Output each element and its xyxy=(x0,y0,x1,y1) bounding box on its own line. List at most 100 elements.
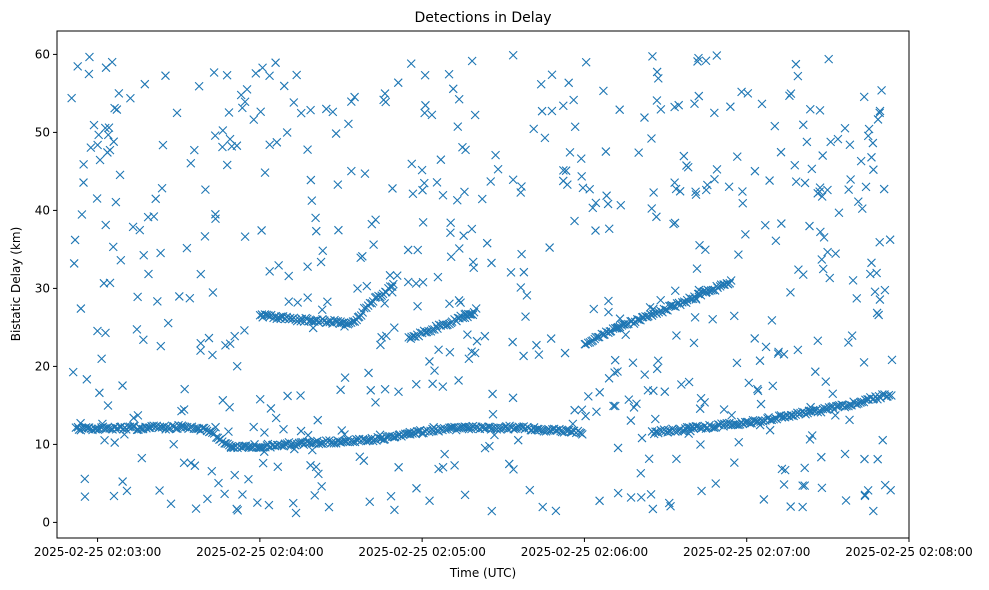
detection-marker xyxy=(648,386,658,396)
detection-marker xyxy=(815,227,825,237)
detection-marker xyxy=(664,498,674,508)
detection-marker xyxy=(697,486,706,496)
detection-marker xyxy=(508,50,518,60)
detection-marker xyxy=(816,452,826,462)
detection-marker xyxy=(800,178,810,188)
detection-marker xyxy=(144,269,153,279)
detection-marker xyxy=(412,426,422,436)
detection-marker xyxy=(139,250,149,260)
detection-marker xyxy=(133,292,143,302)
detection-marker xyxy=(744,378,754,388)
detection-marker xyxy=(341,319,351,329)
detection-marker xyxy=(774,347,783,357)
detection-marker xyxy=(105,278,115,288)
detection-marker xyxy=(224,427,233,437)
detection-marker xyxy=(237,103,247,113)
detection-marker xyxy=(588,203,598,213)
y-axis-title: Bistatic Delay (km) xyxy=(9,227,23,342)
detection-marker xyxy=(561,425,571,435)
detection-marker xyxy=(454,376,463,385)
detection-marker xyxy=(761,342,771,352)
detection-marker xyxy=(271,413,281,423)
detection-marker xyxy=(291,508,301,518)
detection-marker xyxy=(844,338,853,347)
detection-marker xyxy=(371,215,380,225)
detection-marker xyxy=(104,123,114,133)
detection-marker xyxy=(689,338,699,348)
detection-marker xyxy=(174,292,184,301)
detection-marker xyxy=(649,188,659,197)
detection-marker xyxy=(632,314,642,324)
detection-marker xyxy=(691,190,701,200)
detection-marker xyxy=(886,391,896,400)
detection-marker xyxy=(107,57,117,67)
detection-marker xyxy=(366,385,376,395)
detection-marker xyxy=(444,69,454,79)
detection-marker xyxy=(564,78,574,88)
detection-marker xyxy=(831,249,841,258)
detection-marker xyxy=(387,282,397,292)
detection-marker xyxy=(242,84,252,94)
detection-marker xyxy=(738,198,748,208)
detection-marker xyxy=(86,143,96,152)
detection-marker xyxy=(472,336,482,346)
detection-marker xyxy=(595,496,604,506)
detection-marker xyxy=(875,106,885,116)
detection-marker xyxy=(609,401,618,411)
detection-marker xyxy=(743,88,753,98)
detection-marker xyxy=(700,397,710,407)
detection-marker xyxy=(272,137,282,147)
detection-marker xyxy=(211,214,220,224)
detection-marker xyxy=(601,147,611,156)
detection-marker xyxy=(296,316,306,326)
detection-marker xyxy=(258,458,268,468)
detection-marker xyxy=(407,159,417,169)
detection-marker xyxy=(132,324,142,334)
detection-marker xyxy=(306,105,315,115)
detection-marker xyxy=(701,56,711,66)
detection-marker xyxy=(534,350,544,360)
detection-marker xyxy=(79,159,89,169)
detection-marker xyxy=(204,333,214,343)
detection-marker xyxy=(666,501,675,511)
detection-marker xyxy=(140,79,150,89)
detection-marker xyxy=(652,212,661,222)
detection-marker xyxy=(264,500,274,510)
detection-marker xyxy=(540,133,550,143)
detection-marker xyxy=(331,129,341,138)
detection-marker xyxy=(285,313,295,323)
detection-marker xyxy=(859,357,869,367)
detection-marker xyxy=(152,297,162,306)
detection-marker xyxy=(364,368,373,378)
detection-marker xyxy=(296,426,306,436)
detection-marker xyxy=(747,418,756,428)
detection-marker xyxy=(815,187,825,197)
detection-marker xyxy=(684,377,694,387)
detection-marker xyxy=(128,222,138,232)
detection-marker xyxy=(480,331,490,341)
detection-marker xyxy=(570,122,580,132)
detection-marker xyxy=(93,326,102,336)
detection-marker xyxy=(200,232,210,241)
detection-marker xyxy=(488,409,498,419)
detection-marker xyxy=(454,94,464,104)
detection-marker xyxy=(712,164,722,174)
detection-marker xyxy=(182,243,192,253)
detection-marker xyxy=(865,269,875,279)
detection-marker xyxy=(103,401,113,410)
detection-marker xyxy=(240,97,250,107)
detection-marker xyxy=(672,454,681,464)
detection-marker xyxy=(196,269,206,279)
detection-marker xyxy=(604,307,613,317)
detection-marker xyxy=(577,405,587,415)
detection-marker xyxy=(767,315,777,325)
detection-marker xyxy=(885,235,895,245)
detection-marker xyxy=(365,497,375,507)
detection-marker xyxy=(438,190,448,200)
detection-marker xyxy=(558,165,568,175)
detection-marker xyxy=(813,336,823,346)
detection-marker xyxy=(693,57,702,66)
detection-marker xyxy=(446,252,456,262)
detection-marker xyxy=(679,426,689,436)
detection-marker xyxy=(191,504,201,514)
